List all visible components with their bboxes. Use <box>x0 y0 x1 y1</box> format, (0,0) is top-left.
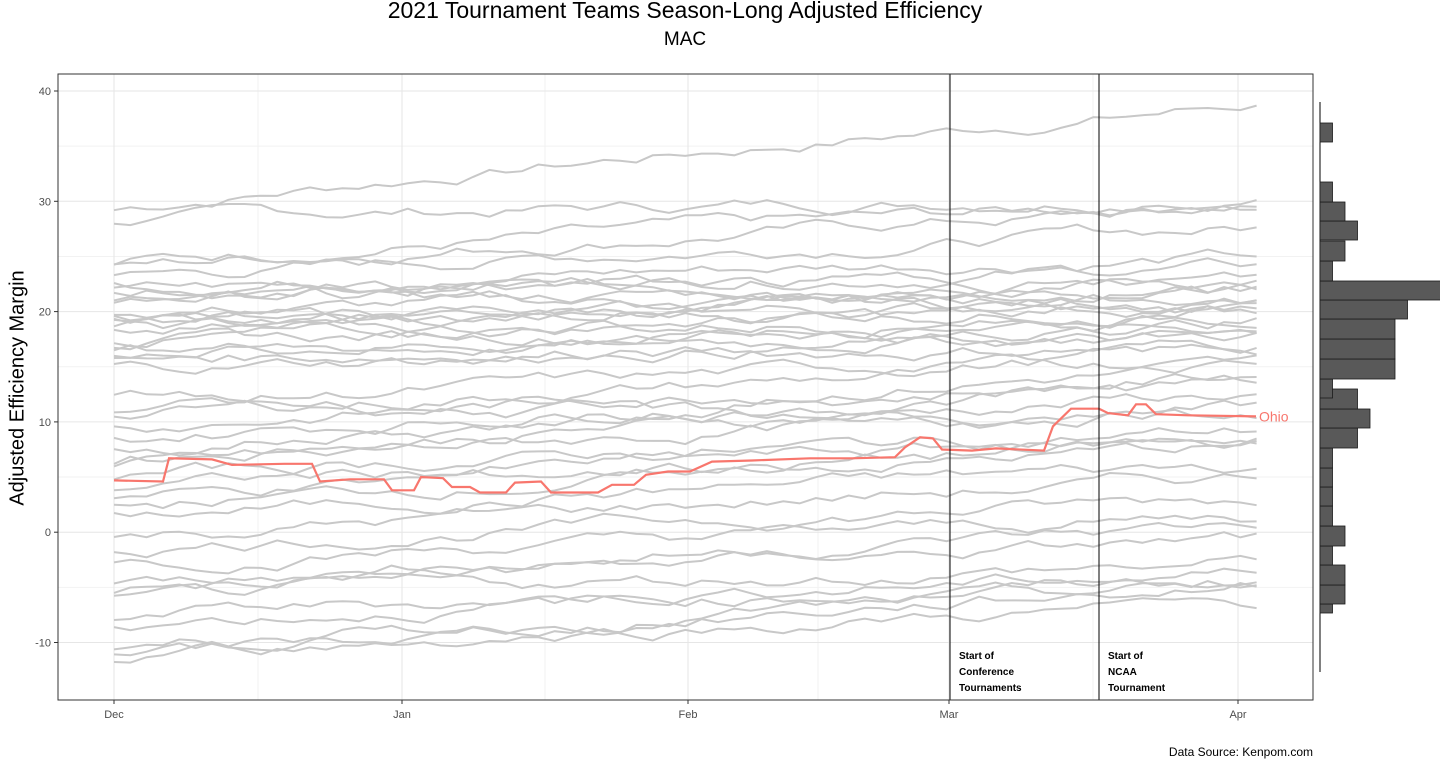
team-line <box>113 514 1257 575</box>
team-line <box>113 343 1257 414</box>
team-line <box>113 463 1257 518</box>
event-annotation: Start of <box>959 651 995 662</box>
team-line <box>113 496 1257 559</box>
team-line <box>113 323 1257 356</box>
histogram-bar <box>1319 181 1333 203</box>
team-line <box>113 283 1257 319</box>
histogram-bar <box>1319 408 1371 429</box>
team-line <box>113 291 1257 324</box>
x-tick-label: Mar <box>940 709 959 721</box>
team-line <box>113 399 1257 468</box>
histogram-bar <box>1319 486 1333 507</box>
histogram-bar <box>1319 467 1333 488</box>
team-line <box>113 354 1257 433</box>
team-line <box>113 331 1257 360</box>
event-annotation: NCAA <box>1108 667 1137 678</box>
histogram-bar <box>1319 299 1408 320</box>
team-line <box>113 223 1257 279</box>
histogram-bar <box>1319 240 1346 262</box>
team-line <box>113 329 1257 365</box>
histogram-bar <box>1319 358 1396 380</box>
event-annotation: Start of <box>1108 651 1144 662</box>
team-line <box>113 317 1257 351</box>
team-line <box>113 581 1257 652</box>
highlight-series-label: Ohio <box>1259 408 1289 424</box>
y-tick-label: 10 <box>39 417 51 429</box>
histogram-bar <box>1319 338 1396 360</box>
histogram-bar <box>1319 564 1346 586</box>
event-annotation: Conference <box>959 667 1014 678</box>
team-line <box>113 339 1257 375</box>
histogram-bar <box>1319 280 1440 301</box>
chart-title: 2021 Tournament Teams Season-Long Adjust… <box>387 0 983 23</box>
team-line <box>113 374 1257 457</box>
histogram-bar <box>1319 220 1358 241</box>
histogram-bar <box>1319 447 1333 469</box>
chart-subtitle: MAC <box>663 29 707 50</box>
team-line <box>113 389 1257 429</box>
histogram-bar <box>1319 201 1346 222</box>
y-tick-label: -10 <box>35 638 51 650</box>
histogram-bar <box>1319 378 1333 399</box>
histogram-bar <box>1319 505 1333 527</box>
event-annotation: Tournaments <box>959 683 1022 694</box>
histogram-bar <box>1319 427 1358 449</box>
y-tick-label: 20 <box>39 307 51 319</box>
x-tick-label: Jan <box>393 709 411 721</box>
team-line <box>113 582 1257 664</box>
y-tick-label: 40 <box>39 86 51 98</box>
plot-border <box>57 73 1314 701</box>
x-tick-label: Apr <box>1229 709 1246 721</box>
team-line <box>113 271 1257 300</box>
y-tick-label: 0 <box>45 527 51 539</box>
team-line <box>113 597 1257 657</box>
team-line <box>113 285 1257 304</box>
team-line <box>113 314 1257 349</box>
y-tick-label: 30 <box>39 196 51 208</box>
team-line <box>113 437 1257 500</box>
team-line <box>113 471 1257 539</box>
team-line <box>113 104 1257 212</box>
team-line <box>113 302 1257 340</box>
team-line <box>113 578 1257 632</box>
team-line <box>113 554 1257 597</box>
x-tick-label: Dec <box>104 709 124 721</box>
event-annotation: Tournament <box>1108 683 1166 694</box>
histogram-bar <box>1319 584 1346 605</box>
highlight-series-line <box>113 403 1257 494</box>
team-line <box>113 292 1257 325</box>
histogram-bar <box>1319 122 1333 143</box>
histogram-bar <box>1319 525 1346 547</box>
histogram-bar <box>1319 603 1333 614</box>
histogram-bar <box>1319 545 1333 566</box>
caption: Data Source: Kenpom.com <box>1168 745 1313 759</box>
team-line <box>113 439 1257 510</box>
team-line <box>113 199 1257 227</box>
histogram-bar <box>1319 318 1396 340</box>
x-tick-label: Feb <box>679 709 698 721</box>
histogram-bar <box>1319 260 1333 282</box>
team-line <box>113 353 1257 420</box>
team-line <box>113 204 1257 266</box>
team-line <box>113 531 1257 594</box>
